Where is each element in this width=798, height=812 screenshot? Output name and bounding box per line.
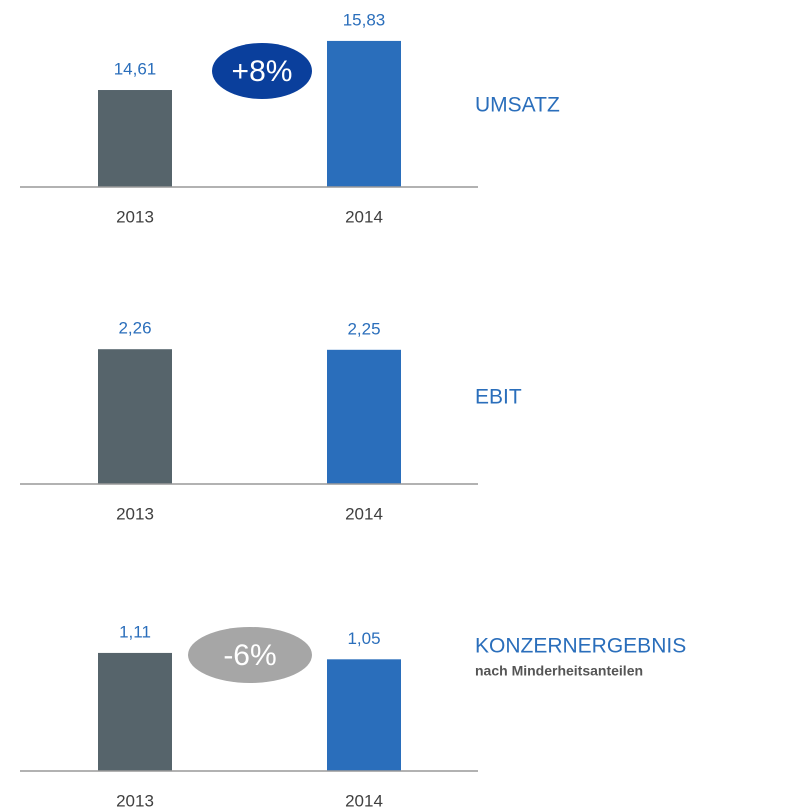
value-label: 15,83 — [343, 10, 386, 29]
change-badge — [188, 627, 312, 683]
chart-title: EBIT — [475, 386, 522, 409]
value-label: 1,05 — [347, 629, 380, 648]
bar — [327, 349, 401, 484]
bar — [327, 40, 401, 188]
bar — [327, 659, 401, 771]
bar — [98, 349, 172, 484]
x-tick-label: 2013 — [116, 791, 154, 810]
bar — [98, 90, 172, 187]
x-tick-label: 2014 — [345, 207, 383, 226]
bar — [98, 652, 172, 771]
chart-title: UMSATZ — [475, 94, 560, 117]
x-tick-label: 2013 — [116, 504, 154, 523]
value-label: 1,11 — [119, 622, 151, 641]
chart-subtitle: nach Minderheitsanteilen — [475, 663, 643, 679]
value-label: 14,61 — [114, 60, 157, 79]
value-label: 2,25 — [347, 319, 380, 338]
x-tick-label: 2014 — [345, 791, 383, 810]
x-tick-label: 2014 — [345, 504, 383, 523]
change-badge — [212, 43, 312, 99]
chart-title: KONZERNERGEBNIS — [475, 635, 686, 658]
change-label: -6% — [223, 639, 276, 672]
change-label: +8% — [232, 55, 293, 88]
x-tick-label: 2013 — [116, 207, 154, 226]
value-label: 2,26 — [118, 319, 151, 338]
